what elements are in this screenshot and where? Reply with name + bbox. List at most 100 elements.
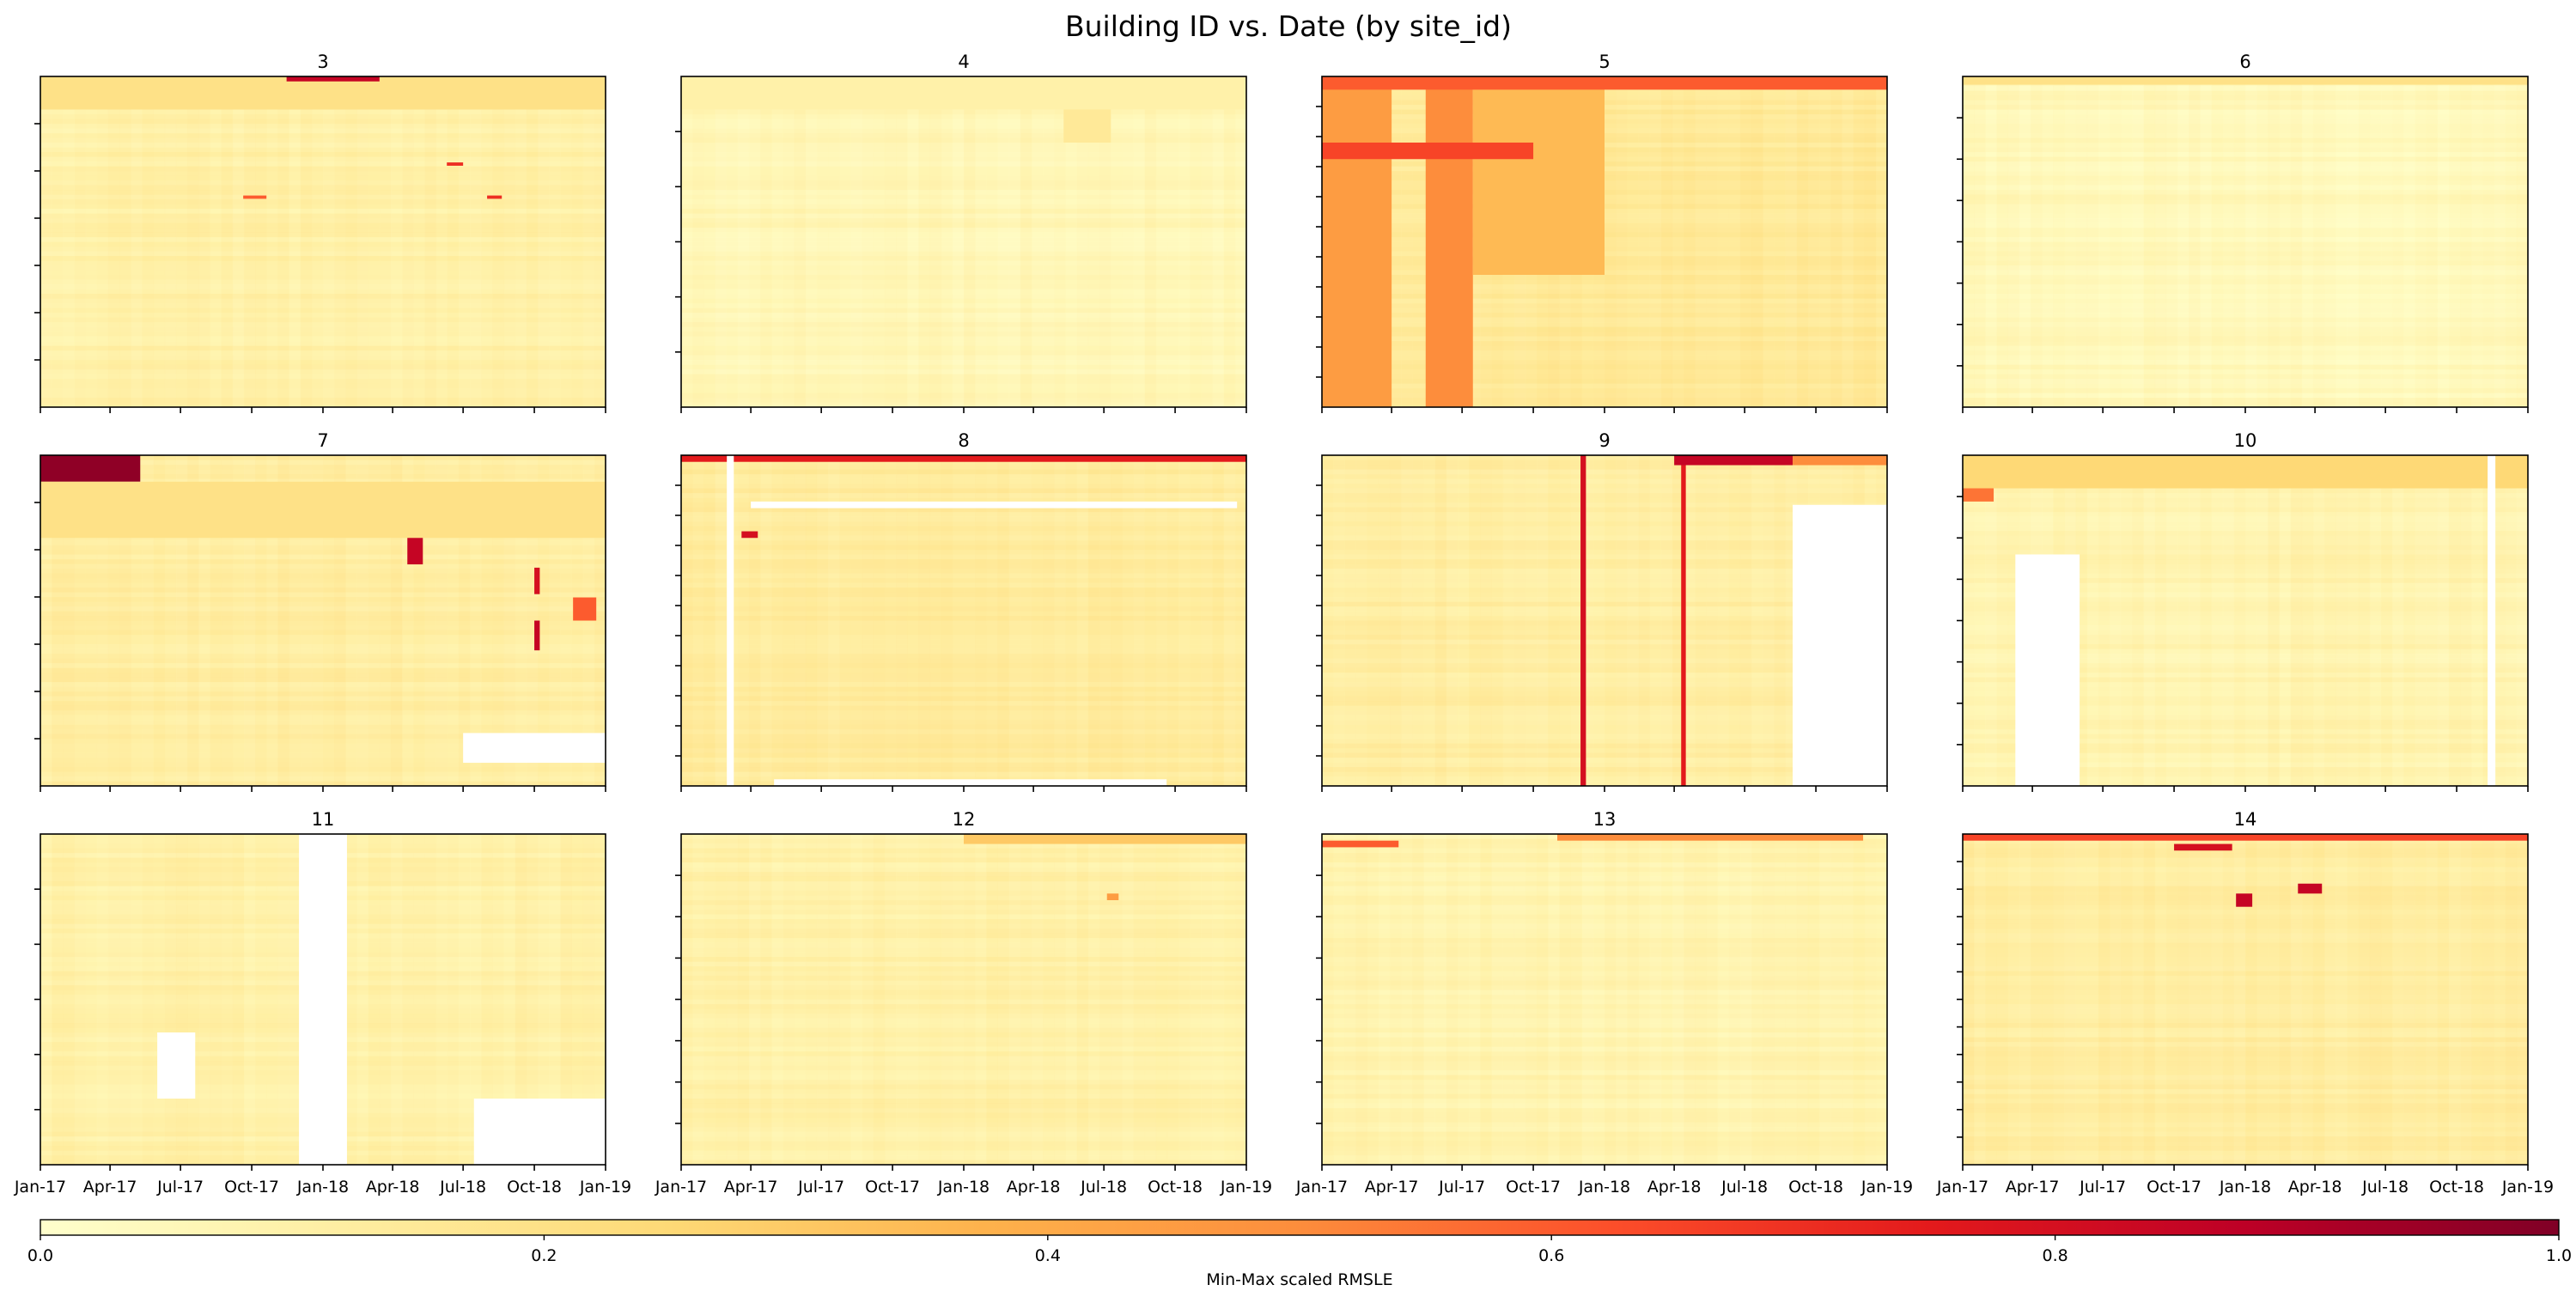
heatmap-row <box>1963 275 2528 280</box>
heatmap-row <box>1963 247 2528 252</box>
heatmap-row <box>1963 597 2528 602</box>
heatmap-column <box>526 76 539 407</box>
heatmap-row <box>40 270 606 276</box>
heatmap-column <box>1190 834 1202 1165</box>
heatmap-column <box>929 834 942 1165</box>
heatmap-row <box>1963 872 2528 877</box>
heatmap-row <box>40 350 606 356</box>
heatmap-column <box>2189 834 2201 1165</box>
heatmap-column <box>2132 834 2145 1165</box>
heatmap-column <box>187 834 199 1165</box>
heatmap-row <box>1322 383 1887 389</box>
heatmap-row <box>40 143 606 148</box>
heatmap-column <box>1144 455 1157 786</box>
heatmap-row <box>1963 947 2528 953</box>
heatmap-row <box>681 143 1246 148</box>
heatmap-column <box>1043 455 1055 786</box>
heatmap-column <box>2358 455 2371 786</box>
heatmap-column <box>526 834 539 1165</box>
heatmap-row <box>1963 213 2528 219</box>
heatmap-column <box>1672 455 1684 786</box>
heatmap-row <box>1963 1131 2528 1137</box>
heatmap-column <box>2086 834 2099 1165</box>
heatmap-row <box>40 194 606 200</box>
heatmap-row <box>1322 388 1887 393</box>
heatmap-row <box>1963 535 2528 541</box>
heatmap-row <box>1963 1037 2528 1043</box>
x-tick-label: Oct-17 <box>1506 1178 1561 1197</box>
heatmap-row <box>1963 308 2528 314</box>
heatmap-row <box>681 569 1246 574</box>
heatmap-column <box>2075 834 2088 1165</box>
panel-title: 13 <box>1593 809 1617 830</box>
heatmap-column <box>481 834 493 1165</box>
heatmap-block <box>1681 455 1686 786</box>
heatmap-row <box>1322 1117 1887 1123</box>
heatmap-column <box>805 76 818 407</box>
heatmap-column <box>1178 834 1191 1165</box>
heatmap-row <box>681 128 1246 134</box>
heatmap-column <box>771 834 783 1165</box>
heatmap-column <box>2154 76 2167 407</box>
heatmap-column <box>2165 455 2178 786</box>
colorbar-tick-label: 0.6 <box>1538 1246 1564 1265</box>
heatmap-row <box>681 247 1246 252</box>
heatmap-row <box>681 228 1246 233</box>
heatmap-row <box>40 326 606 332</box>
heatmap-row <box>681 563 1246 569</box>
heatmap-cells <box>681 834 1246 1165</box>
x-tick-label: Apr-18 <box>1647 1178 1702 1197</box>
heatmap-row <box>40 360 606 365</box>
heatmap-row <box>1963 1051 2528 1056</box>
heatmap-column <box>538 76 550 407</box>
heatmap-column <box>1234 834 1246 1165</box>
heatmap-column <box>1853 834 1866 1165</box>
heatmap-column <box>1616 834 1628 1165</box>
heatmap-row <box>1963 294 2528 299</box>
heatmap-row <box>681 326 1246 332</box>
heatmap-column <box>2143 455 2156 786</box>
heatmap-row <box>681 900 1246 905</box>
heatmap-column <box>2358 834 2371 1165</box>
heatmap-column <box>2200 76 2213 407</box>
heatmap-row <box>40 720 606 725</box>
heatmap-column <box>1043 76 1055 407</box>
heatmap-row <box>681 1117 1246 1123</box>
heatmap-column <box>896 834 908 1165</box>
heatmap-row <box>1322 303 1887 308</box>
heatmap-column <box>703 76 716 407</box>
heatmap-column <box>2042 76 2054 407</box>
heatmap-column <box>2437 455 2450 786</box>
heatmap-column <box>1031 834 1044 1165</box>
heatmap-row <box>40 247 606 252</box>
heatmap-column <box>2505 455 2518 786</box>
heatmap-column <box>1020 455 1032 786</box>
heatmap-row <box>681 265 1246 271</box>
heatmap-row <box>40 667 606 673</box>
heatmap-row <box>1322 729 1887 734</box>
heatmap-column <box>492 834 505 1165</box>
heatmap-row <box>681 1108 1246 1113</box>
x-tick-label: Jul-17 <box>797 1178 844 1197</box>
heatmap-column <box>2165 76 2178 407</box>
heatmap-block <box>1963 834 2528 841</box>
heatmap-cells <box>1322 76 1887 407</box>
heatmap-row <box>681 1150 1246 1156</box>
heatmap-column <box>918 76 931 407</box>
heatmap-row <box>40 161 606 167</box>
heatmap-row <box>40 369 606 374</box>
heatmap-column <box>1963 455 1975 786</box>
heatmap-row <box>1322 938 1887 943</box>
heatmap-column <box>1190 455 1202 786</box>
heatmap-column <box>2222 455 2235 786</box>
heatmap-row <box>1963 128 2528 134</box>
heatmap-row <box>1322 1155 1887 1160</box>
heatmap-column <box>1996 455 2009 786</box>
heatmap-row <box>1322 995 1887 1000</box>
x-tick-label: Jul-18 <box>2361 1178 2409 1197</box>
heatmap-row <box>1963 124 2528 129</box>
heatmap-cells <box>40 834 606 1165</box>
heatmap-row <box>1963 720 2528 725</box>
heatmap-row <box>681 914 1246 920</box>
heatmap-column <box>1389 455 1402 786</box>
